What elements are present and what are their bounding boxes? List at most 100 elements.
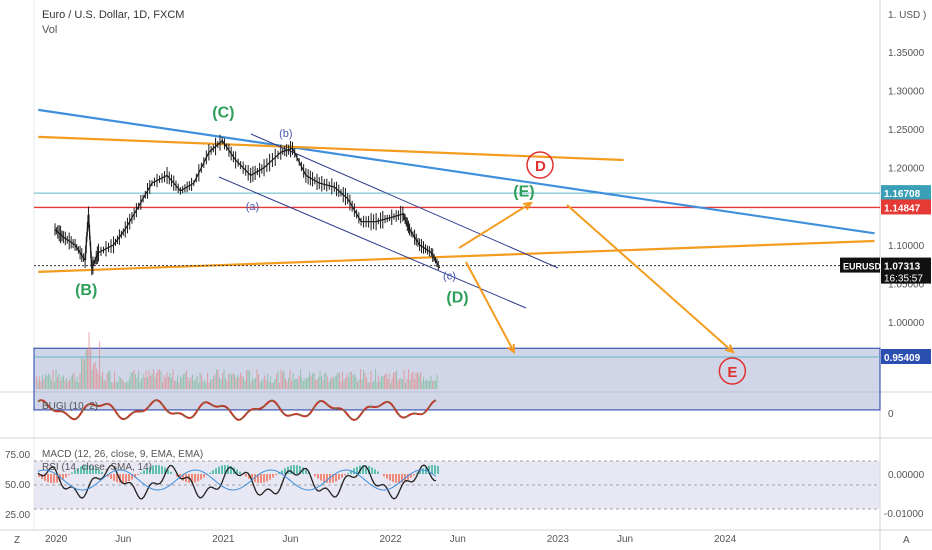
volume-bar [270, 376, 272, 389]
volume-bar [244, 381, 246, 389]
volume-bar [189, 380, 191, 389]
macd-histogram-bar [302, 467, 304, 474]
volume-bar [319, 370, 321, 389]
volume-bar [322, 379, 324, 389]
price-pane[interactable]: 1.350001.300001.250001.200001.150001.100… [33, 48, 931, 545]
volume-bar [247, 370, 249, 389]
volume-bar [157, 370, 159, 389]
volume-bar [327, 376, 329, 389]
macd-histogram-bar [122, 474, 124, 483]
volume-bar [222, 372, 224, 389]
volume-bar [84, 359, 86, 389]
volume-bar [106, 373, 108, 389]
macd-histogram-bar [158, 465, 160, 474]
volume-bar [315, 379, 317, 389]
macd-histogram-bar [407, 474, 409, 480]
volume-bar [303, 380, 305, 389]
volume-bar [240, 372, 242, 389]
macd-histogram-bar [146, 468, 148, 474]
volume-bar [102, 371, 104, 389]
volume-bar [361, 379, 363, 389]
volume-bar [150, 376, 152, 389]
macd-histogram-bar [218, 466, 220, 474]
volume-bar [360, 369, 362, 389]
volume-bar [121, 378, 123, 389]
auto-scale-button[interactable]: A [903, 535, 910, 546]
volume-bar [85, 349, 87, 389]
volume-bar [432, 381, 434, 389]
macd-histogram-bar [137, 474, 139, 476]
volume-bar [196, 375, 198, 389]
volume-bar [408, 369, 410, 389]
volume-bar [273, 381, 275, 389]
macd-histogram-bar [38, 474, 40, 477]
volume-bar [51, 380, 53, 389]
macd-histogram-bar [77, 468, 79, 474]
macd-histogram-bar [362, 465, 364, 474]
volume-bar [376, 382, 378, 389]
volume-bar [346, 373, 348, 389]
macd-histogram-bar [341, 474, 343, 478]
macd-histogram-bar [191, 474, 193, 483]
volume-bar [120, 378, 122, 389]
macd-rsi-pane[interactable] [34, 460, 880, 510]
macd-histogram-bar [263, 474, 265, 483]
bugi-title: BUGI (10, 2) [42, 401, 98, 412]
volume-bar [387, 378, 389, 389]
macd-histogram-bar [323, 474, 325, 482]
volume-bar [64, 380, 66, 389]
macd-histogram-bar [281, 470, 283, 474]
volume-bar [39, 376, 41, 389]
volume-bar [298, 375, 300, 389]
macd-histogram-bar [269, 474, 271, 480]
volume-bar [277, 370, 279, 389]
macd-histogram-bar [224, 465, 226, 474]
volume-bar [43, 379, 45, 389]
macd-histogram-bar [419, 470, 421, 474]
volume-bar [76, 376, 78, 389]
macd-histogram-bar [428, 465, 430, 474]
macd-histogram-bar [161, 466, 163, 474]
wave-label: (a) [246, 201, 259, 213]
x-tick-label: 2024 [714, 534, 737, 545]
volume-bar [172, 369, 174, 389]
volume-bar [69, 379, 71, 389]
level-tag-teal [881, 185, 931, 201]
volume-bar [223, 369, 225, 389]
macd-histogram-bar [215, 468, 217, 474]
volume-bar [369, 382, 371, 389]
volume-bar [280, 369, 282, 389]
volume-bar [294, 379, 296, 389]
macd-histogram-bar [266, 474, 268, 482]
volume-bar [160, 371, 162, 389]
macd-histogram-bar [194, 474, 196, 483]
volume-bar [180, 375, 182, 389]
macd-histogram-bar [365, 465, 367, 474]
volume-bar [115, 380, 117, 389]
macd-histogram-bar [398, 474, 400, 483]
macd-histogram-bar [212, 470, 214, 474]
macd-histogram-bar [89, 465, 91, 474]
volume-bar [345, 377, 347, 389]
volume-bar [94, 362, 96, 389]
volume-bar [393, 372, 395, 389]
zoom-corner-button[interactable]: Z [14, 535, 20, 546]
volume-bar [105, 380, 107, 389]
bugi-pane[interactable] [37, 399, 437, 422]
macd-histogram-bar [392, 474, 394, 482]
volume-bar [147, 377, 149, 389]
volume-bar [67, 381, 69, 389]
y-tick-label: 1.35000 [888, 48, 925, 59]
volume-bar [225, 378, 227, 389]
volume-bar [243, 377, 245, 389]
macd-histogram-bar [260, 474, 262, 483]
volume-bar [366, 377, 368, 389]
trendline-blue-descending [38, 108, 875, 235]
macd-histogram-bar [299, 466, 301, 474]
volume-bar [45, 373, 47, 389]
volume-bar [411, 373, 413, 389]
macd-histogram-bar [149, 466, 151, 474]
volume-bar [261, 380, 263, 389]
volume-bar [96, 368, 98, 389]
